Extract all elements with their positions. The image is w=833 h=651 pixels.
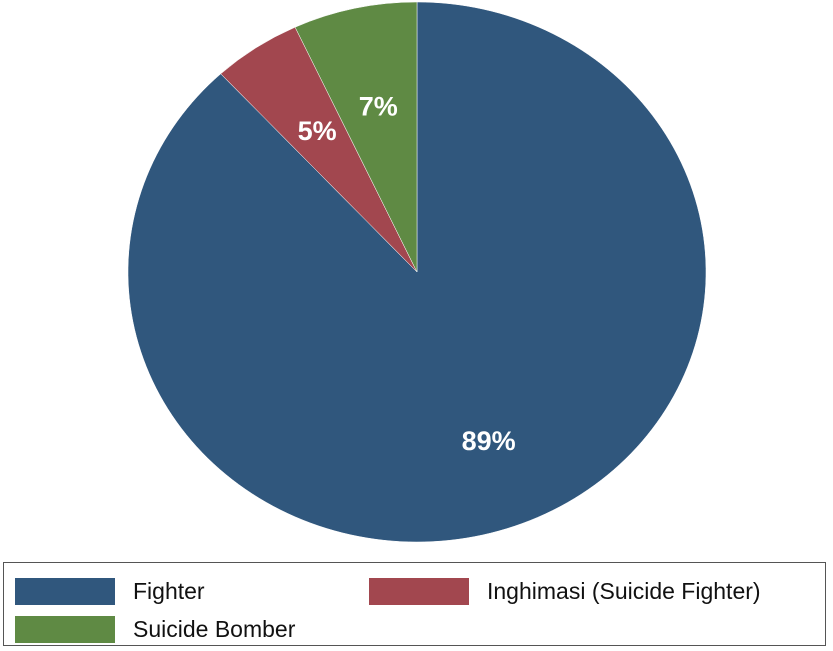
- pie-label-suicide-bomber: 7%: [359, 92, 398, 122]
- pie-label-fighter: 89%: [462, 426, 516, 456]
- legend-label-fighter: Fighter: [133, 577, 205, 604]
- legend-label-suicide-bomber: Suicide Bomber: [133, 615, 296, 642]
- legend-item-inghimasi: Inghimasi (Suicide Fighter): [369, 576, 761, 606]
- legend-item-fighter: Fighter: [15, 576, 205, 606]
- legend-label-inghimasi: Inghimasi (Suicide Fighter): [487, 577, 761, 604]
- pie-slice-suicide-bomber: [294, 1, 418, 273]
- legend-swatch-suicide-bomber: [15, 615, 115, 643]
- pie-chart-svg: 89% 5% 7%: [127, 1, 707, 543]
- pie-chart: 89% 5% 7%: [127, 1, 707, 543]
- legend-item-suicide-bomber: Suicide Bomber: [15, 614, 295, 644]
- legend: Fighter Inghimasi (Suicide Fighter) Suic…: [3, 562, 826, 646]
- legend-swatch-inghimasi: [369, 577, 469, 605]
- pie-label-inghimasi: 5%: [298, 116, 337, 146]
- legend-swatch-fighter: [15, 577, 115, 605]
